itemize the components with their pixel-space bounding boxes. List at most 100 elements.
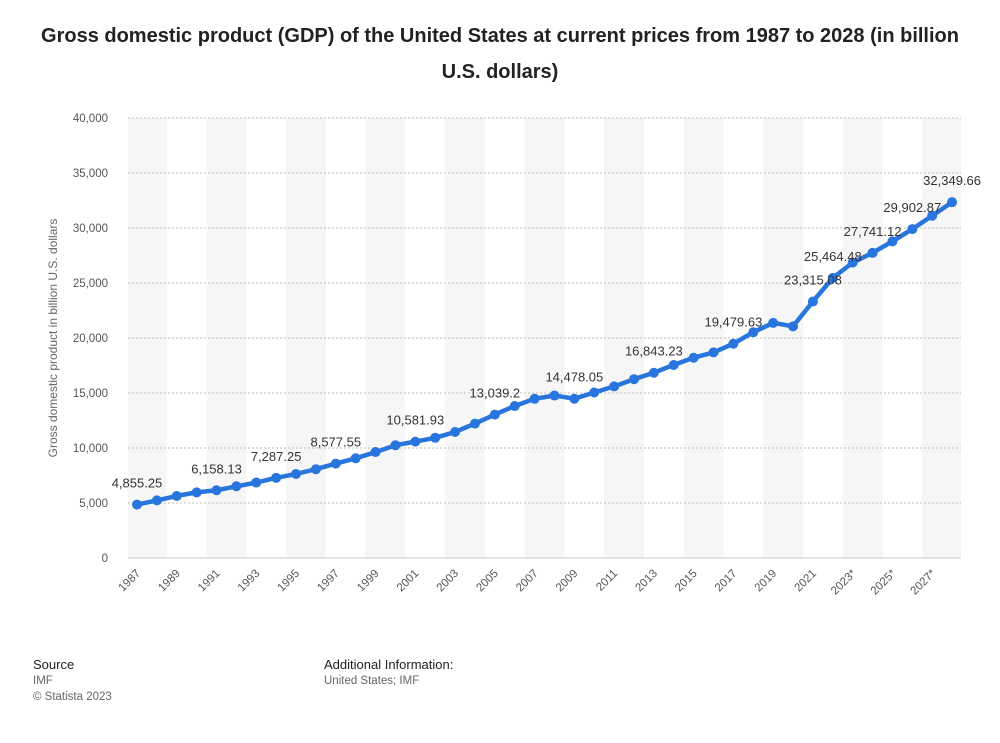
data-point [450,426,461,437]
data-label: 10,581.93 [386,413,444,428]
data-point [370,447,381,458]
data-label: 7,287.25 [251,449,302,464]
y-tick-label: 0 [102,553,108,565]
data-label: 6,158.13 [191,461,242,476]
x-tick-label: 1995 [276,568,303,595]
y-tick-label: 15,000 [73,388,108,400]
data-point [310,464,321,475]
y-tick-label: 30,000 [73,223,108,235]
gridlines [128,117,961,559]
x-tick-label: 1989 [156,568,183,595]
data-point [251,477,262,488]
x-tick-label: 2017 [713,568,740,595]
data-point [330,458,341,469]
data-point [609,381,620,392]
line-chart: 0 5,000 10,000 15,000 20,000 25,000 30,000 35,0… [46,113,981,597]
x-tick-label: 2001 [395,568,422,595]
data-point [390,440,401,451]
y-axis: 0 5,000 10,000 15,000 20,000 25,000 30,000 35,0… [73,113,108,565]
x-axis: 1987 1989 1991 1993 1995 1997 1999 2001 2003 2005… [117,567,939,597]
data-label: 19,479.63 [704,315,762,330]
data-labels: 4,855.25 6,158.13 7,287.25 8,577.55 10,581.9… [112,173,981,490]
data-point [171,490,182,501]
data-point [748,327,759,338]
x-tick-label: 2013 [633,568,660,595]
y-tick-label: 20,000 [73,333,108,345]
x-tick-label: 2009 [554,568,581,595]
data-label: 23,315.08 [784,273,842,288]
x-tick-label: 1997 [315,568,342,595]
data-point [271,472,282,483]
data-label: 8,577.55 [310,435,361,450]
data-point [469,418,480,429]
data-point [132,499,142,510]
x-tick-label: 1991 [196,568,223,595]
y-tick-label: 10,000 [73,443,108,455]
data-point [947,197,958,208]
data-point [291,468,302,479]
x-tick-label: 2003 [435,568,462,595]
data-label: 14,478.05 [545,370,603,385]
data-point [549,390,560,401]
data-point [847,257,858,268]
data-points [132,197,958,510]
copyright-line: © Statista 2023 [33,691,112,703]
x-tick-label: 2025* [869,567,899,597]
data-label: 29,902.87 [883,200,941,215]
data-label: 32,349.66 [923,173,981,188]
data-point [927,210,938,221]
data-point [569,393,580,404]
data-point [648,367,659,378]
data-point [827,272,838,283]
data-point [907,224,918,235]
data-point [211,485,222,496]
x-tick-label: 2027* [909,567,939,597]
data-point [688,352,699,363]
data-point [629,374,639,385]
data-point [668,359,679,370]
data-point [867,247,878,258]
x-tick-label: 2019 [753,568,780,595]
y-tick-label: 35,000 [73,168,108,180]
x-tick-label: 2005 [474,568,501,595]
data-label: 13,039.2 [470,386,521,401]
source-line: IMF [33,675,53,687]
data-point [807,296,818,307]
data-point [191,487,202,498]
data-point [489,409,500,420]
data-point [708,347,719,358]
x-tick-label: 2011 [594,568,620,594]
x-tick-label: 1999 [355,568,382,595]
data-label: 25,464.48 [804,249,862,264]
data-point [231,481,242,492]
data-point [151,495,162,506]
x-tick-label: 1993 [236,568,263,595]
additional-info-section: Additional Information: United States; I… [324,657,453,689]
y-tick-label: 40,000 [73,113,108,125]
data-label: 27,741.12 [844,224,902,239]
chart-title: Gross domestic product (GDP) of the Unit… [41,25,959,83]
data-point [589,387,600,398]
data-point [788,321,799,332]
y-axis-label: Gross domestic product in billion U.S. d… [46,219,60,458]
info-heading: Additional Information: [324,657,454,672]
y-tick-label: 5,000 [79,498,108,510]
y-tick-label: 25,000 [73,278,108,290]
data-point [728,338,739,349]
data-point [430,432,441,443]
source-section: Source IMF © Statista 2023 [33,657,112,705]
data-point [768,317,779,328]
data-point [350,453,361,464]
data-label: 4,855.25 [112,476,163,491]
data-point [529,393,540,404]
x-tick-label: 2021 [792,568,819,595]
source-heading: Source [33,657,75,672]
data-point [887,236,898,247]
data-point [410,436,421,447]
x-tick-label: 2007 [514,568,541,595]
x-tick-label: 2015 [673,568,700,595]
data-point [509,401,520,412]
data-label: 16,843.23 [625,344,683,359]
x-tick-label: 2023* [829,567,859,597]
info-text: United States; IMF [324,675,420,687]
